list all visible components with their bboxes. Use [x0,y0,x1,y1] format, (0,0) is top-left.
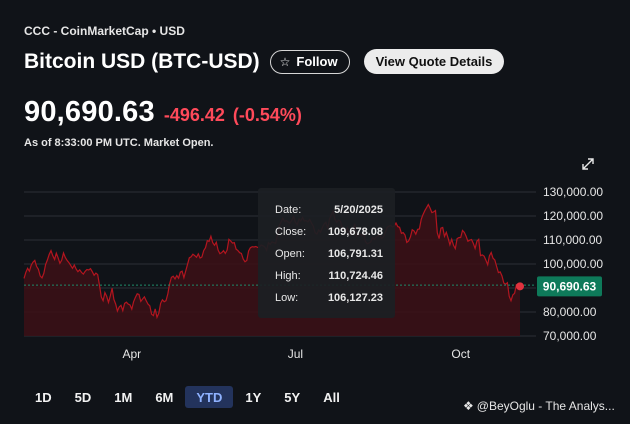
diamond-logo-icon: ❖ [463,399,474,413]
range-button-ytd[interactable]: YTD [185,386,234,408]
tooltip-close-row: Close: 109,678.08 [275,226,383,240]
price-row: 90,690.63 -496.42 (-0.54%) [24,96,302,129]
tooltip-date-label: Date: [275,204,302,216]
quote-source: CCC - CoinMarketCap • USD [24,24,185,38]
tooltip-low-row: Low: 106,127.23 [275,292,383,306]
market-time-note: As of 8:33:00 PM UTC. Market Open. [24,137,214,149]
chart-tooltip: Date: 5/20/2025 Close: 109,678.08 Open: … [258,188,395,318]
star-icon: ☆ [279,54,291,69]
price-change: -496.42 [163,105,225,125]
y-tick-label: 130,000.00 [543,185,603,199]
watermark-text: @BeyOglu - The Analys... [476,399,615,413]
tooltip-date: 5/20/2025 [334,204,383,216]
last-price-label: 90,690.63 [543,279,597,293]
price-change-percent: (-0.54%) [232,105,302,125]
tooltip-open: 106,791.31 [327,248,383,260]
range-button-1y[interactable]: 1Y [245,389,262,405]
range-button-5y[interactable]: 5Y [284,389,301,405]
range-button-6m[interactable]: 6M [155,389,174,405]
y-tick-label: 120,000.00 [543,209,603,223]
page-title: Bitcoin USD (BTC-USD) [24,49,260,73]
watermark: ❖ @BeyOglu - The Analys... [463,399,615,413]
view-quote-details-label: View Quote Details [375,54,493,69]
x-tick-label: Jul [288,347,303,361]
view-quote-details-button[interactable]: View Quote Details [363,49,505,74]
range-button-1m[interactable]: 1M [114,389,133,405]
x-tick-label: Oct [451,347,470,361]
y-tick-label: 110,000.00 [543,233,602,247]
follow-button[interactable]: ☆ Follow [269,49,350,74]
follow-label: Follow [296,54,338,69]
tooltip-close: 109,678.08 [327,226,383,238]
title-row: Bitcoin USD (BTC-USD) ☆ Follow View Quot… [24,49,505,74]
tooltip-low: 106,127.23 [327,292,383,304]
last-price-badge [537,276,602,297]
tooltip-high-row: High: 110,724.46 [275,270,383,284]
range-button-1d[interactable]: 1D [35,389,52,405]
tooltip-high: 110,724.46 [328,270,383,282]
tooltip-high-label: High: [275,270,301,282]
range-button-all[interactable]: All [323,389,340,405]
tooltip-open-row: Open: 106,791.31 [275,248,383,262]
tooltip-date-row: Date: 5/20/2025 [275,204,383,218]
y-tick-label: 80,000.00 [543,305,597,319]
tooltip-close-label: Close: [275,226,307,238]
range-button-5d[interactable]: 5D [74,389,92,405]
last-point-dot [516,282,524,291]
expand-icon[interactable] [581,157,595,171]
time-range-selector: 1D 5D 1M 6M YTD 1Y 5Y All [24,386,352,408]
y-tick-label: 100,000.00 [543,257,603,271]
current-price: 90,690.63 [24,96,155,128]
tooltip-open-label: Open: [275,248,305,260]
y-tick-label: 70,000.00 [543,329,597,343]
tooltip-low-label: Low: [275,292,299,304]
x-tick-label: Apr [122,347,141,361]
